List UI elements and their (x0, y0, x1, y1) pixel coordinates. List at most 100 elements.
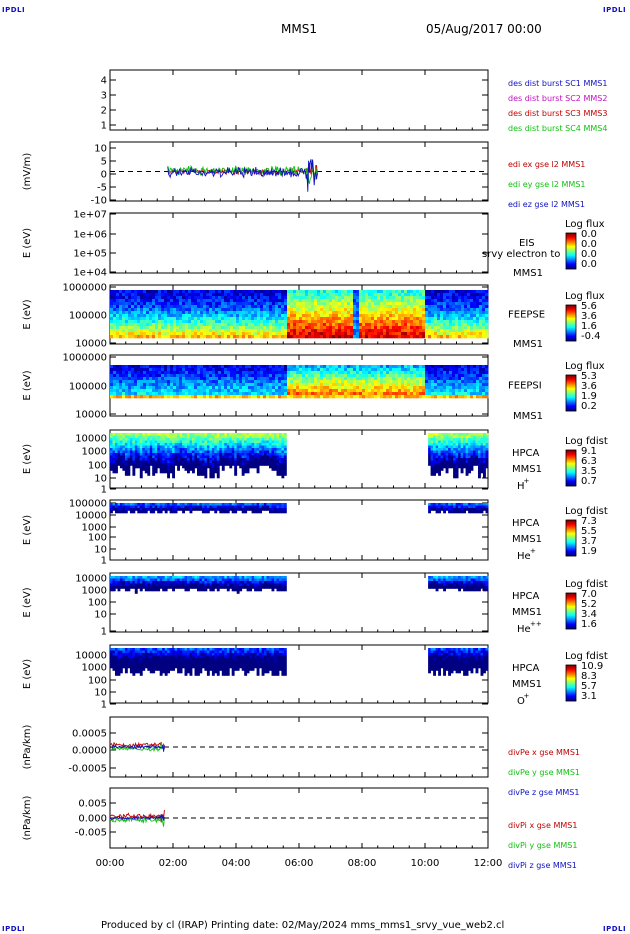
feeps-e-cell (287, 296, 291, 300)
hpca-h-cell (152, 448, 156, 451)
feeps-i-cell (347, 392, 351, 396)
feeps-e-cell (449, 305, 453, 309)
feeps-i-cell (266, 389, 270, 393)
feeps-e-cell (134, 314, 138, 318)
feeps-e-colorbar-cell (566, 328, 576, 330)
feeps-e-cell (206, 302, 210, 306)
feeps-e-cell (338, 326, 342, 330)
feeps-e-cell (266, 296, 270, 300)
feeps-e-cell (152, 311, 156, 315)
feeps-e-cell (359, 296, 363, 300)
feeps-e-cell (152, 296, 156, 300)
feeps-e-cell (230, 302, 234, 306)
feeps-i-cell (464, 377, 468, 381)
feeps-i-cell (476, 380, 480, 384)
feeps-i-cell (428, 389, 432, 393)
hpca-o-colorbar-tick-1: 8.3 (581, 671, 597, 682)
feeps-i-cell (347, 365, 351, 369)
feeps-i-cell (146, 395, 150, 399)
hpca-h-cell (182, 458, 185, 461)
feeps-i-cell (338, 368, 342, 372)
feeps-e-cell (296, 320, 300, 324)
feeps-e-cell (218, 329, 222, 333)
feeps-e-cell (320, 332, 324, 336)
hpca-h-cell (194, 460, 198, 464)
feeps-e-cell (137, 335, 141, 339)
hpca-o-spacecraft-label: MMS1 (512, 679, 542, 690)
feeps-i-heatmap (110, 365, 489, 399)
feeps-i-cell (203, 371, 207, 375)
hpca-he-colorbar-cell (566, 532, 576, 534)
feeps-i-cell (323, 386, 327, 390)
feeps-e-cell (395, 320, 399, 324)
feeps-i-colorbar-cell (566, 385, 576, 387)
hpca-h-species-label: H (517, 481, 525, 492)
feeps-i-cell (449, 386, 453, 390)
feeps-e-cell (176, 296, 180, 300)
feeps-i-cell (260, 368, 264, 372)
feeps-i-cell (356, 380, 360, 384)
feeps-i-cell (188, 383, 192, 387)
hpca-h-colorbar-cell (566, 455, 576, 457)
feeps-e-cell (236, 293, 240, 297)
feeps-e-cell (122, 323, 126, 327)
feeps-i-cell (305, 389, 309, 393)
feeps-e-cell (122, 335, 126, 339)
feeps-i-colorbar-cell (566, 403, 576, 405)
feeps-e-cell (422, 293, 426, 297)
feeps-i-cell (482, 365, 486, 369)
feeps-e-cell (479, 320, 483, 324)
feeps-e-cell (269, 299, 273, 303)
feeps-i-cell (374, 368, 378, 372)
feeps-i-cell (434, 371, 438, 375)
feeps-e-cell (473, 299, 477, 303)
hpca-hepp-colorbar-cell (566, 594, 576, 596)
hpca-h-cell (199, 470, 203, 474)
hpca-h-cell (152, 440, 156, 444)
feeps-i-cell (320, 383, 324, 387)
hpca-h-cell (199, 453, 203, 456)
feeps-e-cell (296, 323, 300, 327)
feeps-e-cell (461, 320, 465, 324)
feeps-i-cell (287, 377, 291, 381)
feeps-i-cell (386, 380, 390, 384)
feeps-e-cell (116, 335, 120, 339)
feeps-e-cell (419, 308, 423, 312)
feeps-i-cell (446, 392, 450, 396)
hpca-h-cell (184, 433, 188, 436)
feeps-e-cell (407, 305, 411, 309)
feeps-i-cell (365, 395, 369, 399)
feeps-e-cell (284, 293, 288, 297)
feeps-i-cell (287, 389, 291, 393)
feeps-i-colorbar-cell (566, 375, 576, 377)
feeps-e-cell (353, 308, 357, 312)
feeps-e-cell (146, 326, 150, 330)
feeps-e-cell (365, 296, 369, 300)
hpca-o-colorbar-cell (566, 688, 576, 690)
feeps-e-cell (293, 293, 297, 297)
hpca-h-cell (132, 435, 136, 439)
feeps-i-cell (266, 383, 270, 387)
hpca-he-colorbar-cell (566, 528, 576, 530)
hpca-h-cell (159, 455, 163, 459)
feeps-e-cell (125, 299, 129, 303)
hpca-h-cell (162, 468, 166, 471)
hpca-h-cell (119, 443, 123, 446)
feeps-i-cell (242, 389, 246, 393)
feeps-i-cell (170, 389, 174, 393)
feeps-e-cell (125, 302, 129, 306)
feeps-e-cell (311, 293, 315, 297)
hpca-o-species-label: O (517, 696, 525, 707)
feeps-i-colorbar-cell (566, 398, 576, 400)
feeps-i-cell (401, 386, 405, 390)
hpca-he-spacecraft-label: MMS1 (512, 534, 542, 545)
feeps-i-colorbar-cell (566, 396, 576, 398)
feeps-e-cell (218, 317, 222, 321)
feeps-i-cell (113, 386, 117, 390)
feeps-e-cell (116, 314, 120, 318)
divpe-ytick-label: 0.0000 (72, 746, 107, 757)
feeps-e-cell (140, 305, 144, 309)
feeps-e-cell (368, 323, 372, 327)
feeps-i-cell (179, 374, 183, 378)
hpca-h-cell (144, 458, 148, 461)
